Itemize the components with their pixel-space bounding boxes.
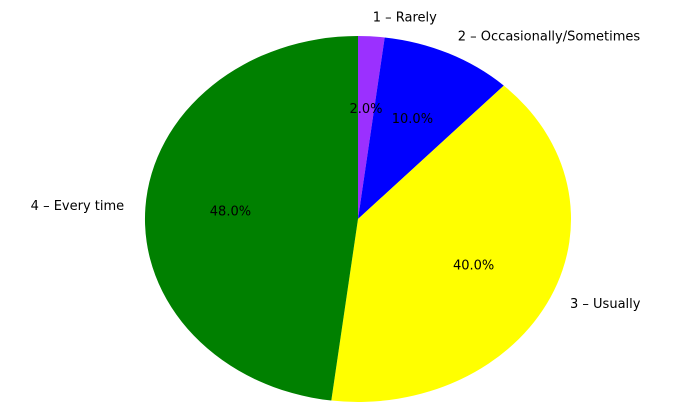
slice-category-label: 2 – Occasionally/Sometimes (458, 29, 641, 44)
slice-percent-label: 2.0% (350, 102, 383, 117)
pie-slice-3 (331, 85, 572, 403)
pie-slice-1 (358, 36, 385, 219)
slice-category-label: 4 – Every time (31, 199, 124, 214)
slice-category-label: 1 – Rarely (373, 11, 437, 26)
slice-percent-label: 40.0% (453, 258, 494, 273)
slice-category-label: 3 – Usually (570, 297, 641, 312)
pie-slice-2 (358, 37, 504, 219)
slice-percent-label: 10.0% (392, 112, 433, 127)
pie-labels: 2.0% 1 – Rarely 10.0% 2 – Occasionally/Some… (31, 11, 641, 313)
pie-slices (144, 36, 572, 403)
slice-percent-label: 48.0% (210, 205, 251, 220)
pie-slice-4 (144, 36, 358, 401)
